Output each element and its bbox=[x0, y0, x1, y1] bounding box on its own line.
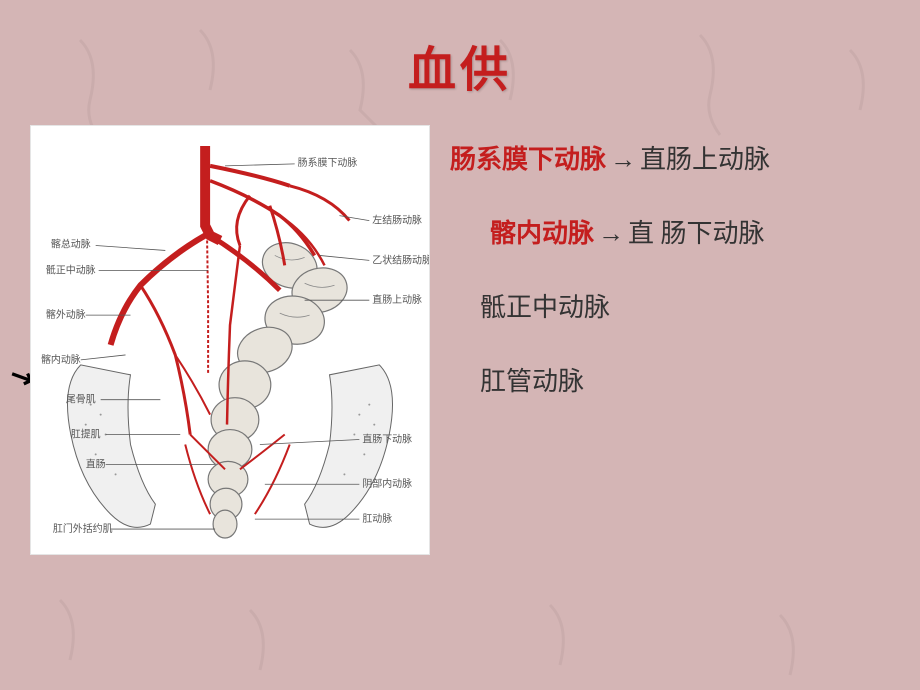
label-rectum: 直肠 bbox=[86, 457, 106, 470]
anatomy-diagram: 肠系膜下动脉 左结肠动脉 乙状结肠动脉 直肠上动脉 髂总动脉 骶正中动脉 髂外动… bbox=[30, 125, 430, 555]
label-inferior-rectal: 直肠下动脉 bbox=[362, 432, 412, 445]
label-coccygeus: 尾骨肌 bbox=[66, 394, 96, 406]
label-sigmoid: 乙状结肠动脉 bbox=[372, 253, 429, 266]
text-line-4: 肛管动脉 bbox=[450, 362, 900, 401]
page-title: 血供 bbox=[408, 30, 512, 100]
line1-arrow: → bbox=[610, 145, 636, 174]
label-internal-iliac: 髂内动脉 bbox=[41, 353, 81, 366]
line1-red: 肠系膜下动脉 bbox=[450, 145, 606, 174]
label-levator: 肛提肌 bbox=[71, 429, 101, 441]
anatomy-svg: 肠系膜下动脉 左结肠动脉 乙状结肠动脉 直肠上动脉 髂总动脉 骶正中动脉 髂外动… bbox=[31, 126, 429, 554]
label-left-colic: 左结肠动脉 bbox=[372, 214, 422, 227]
text-line-3: 骶正中动脉 bbox=[450, 288, 900, 327]
text-line-2: 髂内动脉→直 肠下动脉 bbox=[450, 214, 900, 253]
line2-red: 髂内动脉 bbox=[490, 219, 594, 248]
label-anal-artery: 肛动脉 bbox=[362, 512, 392, 525]
label-median-sacral: 骶正中动脉 bbox=[46, 263, 96, 276]
text-line-1: 肠系膜下动脉→直肠上动脉 bbox=[450, 140, 900, 179]
line1-black: 直肠上动脉 bbox=[640, 145, 770, 174]
label-external-sphincter: 肛门外括约肌 bbox=[53, 522, 113, 535]
line2-black: 直 肠下动脉 bbox=[628, 219, 765, 248]
label-superior-rectal: 直肠上动脉 bbox=[372, 293, 422, 306]
label-inferior-mesenteric: 肠系膜下动脉 bbox=[298, 156, 358, 169]
label-internal-pudendal: 阴部内动脉 bbox=[362, 477, 412, 490]
line2-arrow: → bbox=[598, 219, 624, 248]
label-common-iliac: 髂总动脉 bbox=[51, 237, 91, 250]
label-external-iliac: 髂外动脉 bbox=[46, 308, 86, 321]
text-content-block: 肠系膜下动脉→直肠上动脉 髂内动脉→直 肠下动脉 骶正中动脉 肛管动脉 bbox=[450, 140, 900, 436]
